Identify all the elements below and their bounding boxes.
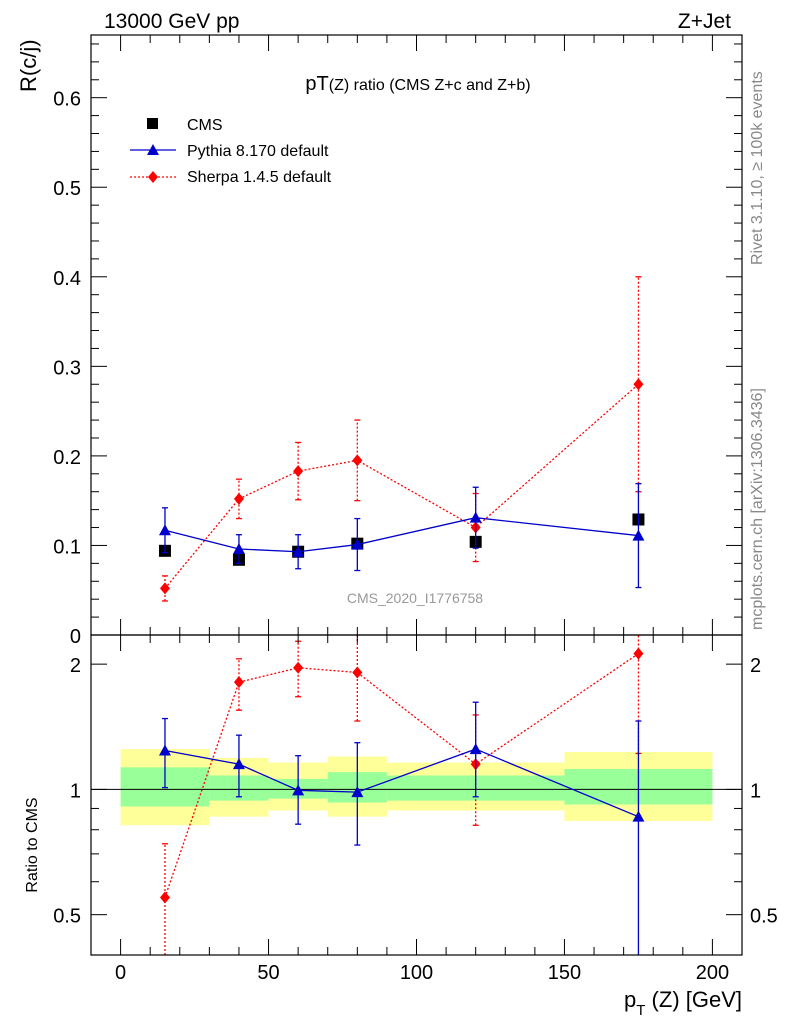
- ratio-y-tick-label-right: 0.5: [750, 906, 778, 928]
- main-sherpa-point: [233, 492, 244, 505]
- main-y-tick-label: 0.5: [53, 178, 81, 200]
- main-pythia-point: [351, 538, 364, 550]
- ratio-sherpa-point: [352, 666, 363, 679]
- legend-cms-marker: [147, 118, 158, 129]
- ratio-uncertainty-bands: [120, 749, 713, 826]
- main-y-tick-label: 0.1: [53, 536, 81, 558]
- ratio-pythia-point: [351, 786, 364, 798]
- main-y-tick-label: 0.6: [53, 89, 81, 111]
- main-sherpa-line: [164, 383, 639, 589]
- ratio-pythia-line: [164, 748, 639, 818]
- legend-pythia-marker: [147, 144, 159, 155]
- main-pythia-point: [232, 543, 245, 555]
- main-y-tick-label: 0.2: [53, 447, 81, 469]
- ratio-series-layer: [158, 635, 645, 955]
- ratio-axis-ticks: [91, 635, 742, 955]
- ratio-sherpa-point: [633, 647, 644, 660]
- main-y-axis-label: R(c/j): [16, 39, 41, 92]
- side-label-bottom: mcplots.cern.ch [arXiv:1306.3436]: [749, 388, 766, 630]
- main-axis-ticks: [91, 35, 742, 636]
- main-y-tick-label: 0: [70, 626, 81, 648]
- legend-sherpa-label: Sherpa 1.4.5 default: [187, 169, 332, 186]
- main-pythia-point: [292, 545, 305, 557]
- x-axis-label-p: p: [624, 987, 636, 1012]
- main-title: pT(Z) ratio (CMS Z+c and Z+b): [305, 73, 530, 95]
- main-title-sub: (Z): [329, 77, 349, 94]
- x-axis-label-sub: T: [636, 1002, 645, 1019]
- main-pythia-point: [469, 511, 482, 523]
- legend-sherpa-marker: [148, 171, 158, 183]
- ratio-y-tick-label-right: 2: [750, 655, 761, 677]
- ratio-pythia-point: [469, 743, 482, 755]
- main-y-tick-label: 0.4: [53, 268, 81, 290]
- main-pythia-point: [632, 529, 645, 541]
- main-pythia-point: [158, 524, 171, 536]
- ratio-y-tick-labels: 0.5 0.5 1 1 2 2: [53, 655, 778, 928]
- main-y-tick-labels: 0 0.1 0.2 0.3 0.4 0.5 0.6: [53, 89, 81, 648]
- side-label-top: Rivet 3.1.10, ≥ 100k events: [749, 71, 766, 265]
- ratio-y-tick-label: 1: [70, 780, 81, 802]
- x-tick-label: 0: [115, 962, 126, 984]
- ratio-y-axis-label: Ratio to CMS: [24, 797, 41, 892]
- ratio-y-tick-label-right: 1: [750, 780, 761, 802]
- legend-cms-label: CMS: [187, 117, 223, 134]
- main-pythia-line: [164, 517, 639, 553]
- ratio-pythia-point: [232, 758, 245, 770]
- ratio-sherpa-line: [164, 653, 639, 898]
- x-axis-label: pT (Z) [GeV]: [624, 987, 742, 1019]
- ratio-sherpa-point: [233, 676, 244, 689]
- ratio-x-tick-labels: 0 50 100 150 200: [115, 962, 729, 984]
- main-y-tick-label: 0.3: [53, 357, 81, 379]
- ratio-sherpa-point: [159, 891, 170, 904]
- main-series-layer: [158, 276, 645, 602]
- legend: CMS Pythia 8.170 default Sherpa 1.4.5 de…: [130, 117, 332, 186]
- x-tick-label: 200: [696, 962, 729, 984]
- main-sherpa-point: [159, 582, 170, 595]
- main-sherpa-point: [633, 378, 644, 391]
- main-sherpa-point: [352, 454, 363, 467]
- ratio-panel: 0.5 0.5 1 1 2 2 0 50 100 150 200 Ratio to CMS pT …: [24, 634, 778, 1019]
- ratio-y-tick-label: 2: [70, 655, 81, 677]
- ratio-pythia-point: [292, 784, 305, 796]
- main-sherpa-point: [293, 465, 304, 478]
- legend-pythia-label: Pythia 8.170 default: [187, 143, 329, 160]
- watermark: CMS_2020_I1776758: [347, 590, 483, 606]
- main-panel: 0 0.1 0.2 0.3 0.4 0.5 0.6 R(c/j) pT(Z) ratio (…: [16, 34, 743, 648]
- ratio-frame: [90, 634, 743, 956]
- main-title-pt: pT: [305, 73, 328, 95]
- main-title-rest: ratio (CMS Z+c and Z+b): [349, 77, 530, 94]
- ratio-pythia-point: [632, 810, 645, 822]
- ratio-y-tick-label: 0.5: [53, 906, 81, 928]
- x-tick-label: 100: [400, 962, 433, 984]
- x-tick-label: 50: [257, 962, 279, 984]
- ratio-sherpa-point: [293, 661, 304, 674]
- ratio-pythia-point: [158, 744, 171, 756]
- process-label: Z+Jet: [678, 10, 731, 33]
- energy-label: 13000 GeV pp: [104, 10, 239, 33]
- x-axis-label-rest: (Z) [GeV]: [645, 987, 742, 1012]
- x-tick-label: 150: [548, 962, 581, 984]
